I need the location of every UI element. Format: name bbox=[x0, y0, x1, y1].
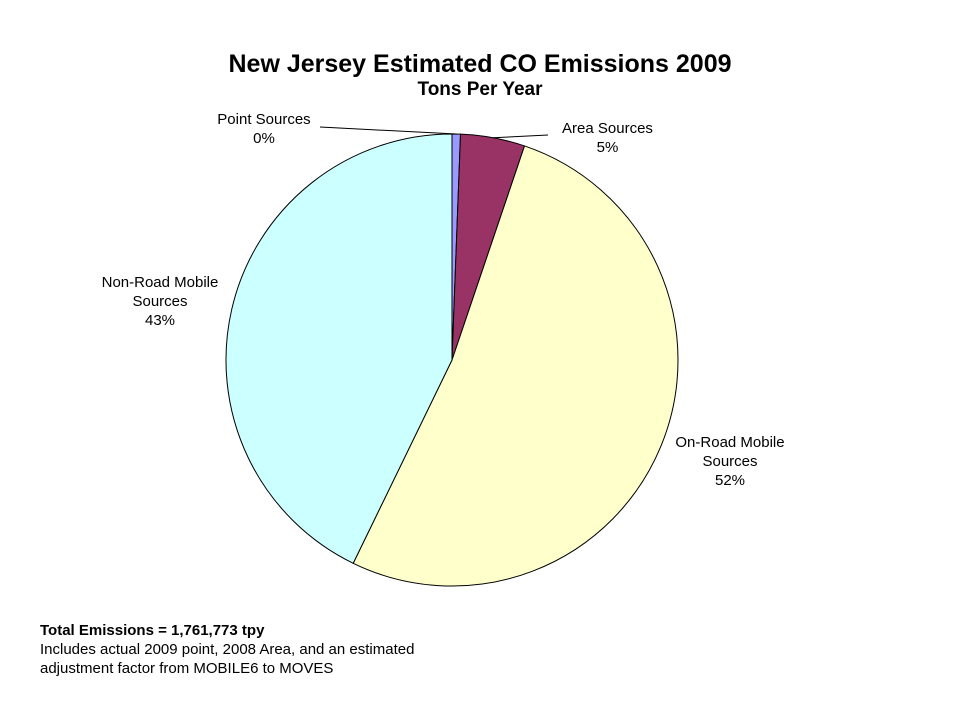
footnote-line-1: Includes actual 2009 point, 2008 Area, a… bbox=[40, 641, 415, 658]
pie-slice-on-road-mobile bbox=[352, 145, 679, 587]
slice-label-non-road-mobile: Non-Road Mobile Sources 43% bbox=[101, 274, 219, 329]
footnote-line-2: adjustment factor from MOBILE6 to MOVES bbox=[40, 660, 334, 677]
leader-line-point-sources bbox=[319, 126, 457, 135]
chart-subtitle: Tons Per Year bbox=[417, 79, 543, 100]
slice-label-area-sources: Area Sources 5% bbox=[562, 120, 653, 156]
leader-lines bbox=[319, 126, 549, 139]
total-emissions-text: Total Emissions = 1,761,773 tpy bbox=[40, 622, 265, 639]
slice-label-on-road-mobile: On-Road Mobile Sources 52% bbox=[675, 434, 785, 489]
pie-slice-non-road-mobile bbox=[225, 133, 453, 564]
leader-line-area-sources bbox=[492, 134, 549, 139]
slice-label-point-sources: Point Sources 0% bbox=[217, 111, 311, 147]
pie-slices bbox=[225, 133, 679, 587]
footnote: Total Emissions = 1,761,773 tpy Includes… bbox=[40, 621, 414, 678]
chart-title: New Jersey Estimated CO Emissions 2009 bbox=[228, 50, 732, 78]
